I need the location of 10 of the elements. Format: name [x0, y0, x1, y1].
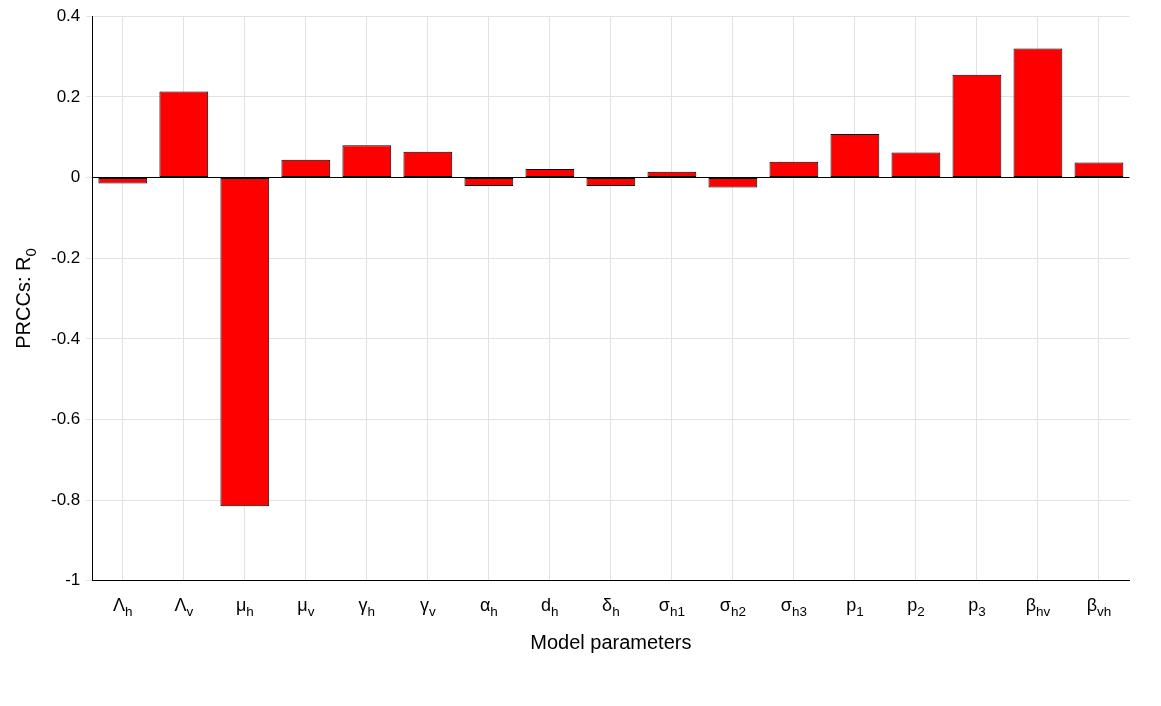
y-tick-label: -0.2 — [51, 247, 81, 267]
y-tick-label: -0.8 — [51, 489, 81, 509]
y-tick-label: -1 — [65, 570, 81, 590]
y-tick-label: -0.6 — [51, 409, 81, 429]
y-tick-label: 0.4 — [56, 5, 81, 25]
y-axis-title: PRCCs: R0 — [12, 248, 39, 349]
y-tick-label: -0.4 — [51, 328, 81, 348]
y-tick-label: 0.2 — [56, 86, 81, 106]
x-axis-title: Model parameters — [530, 630, 692, 653]
y-tick-label: 0 — [70, 167, 81, 187]
